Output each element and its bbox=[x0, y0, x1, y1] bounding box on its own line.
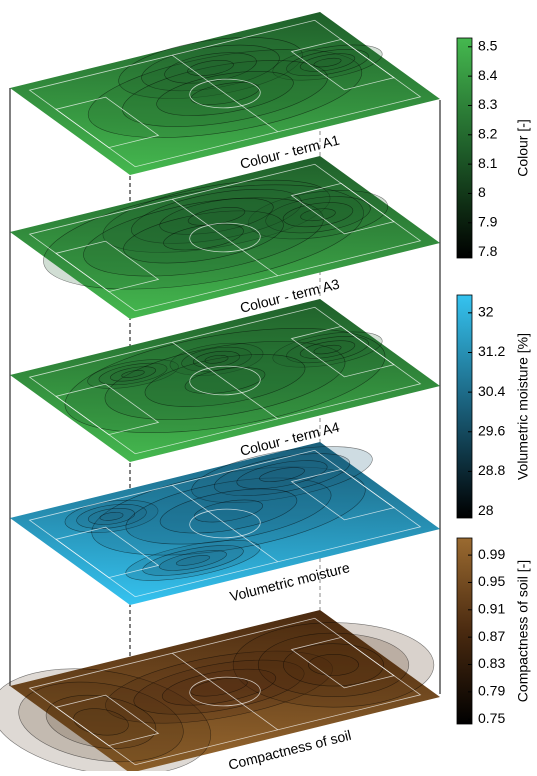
contour-band bbox=[152, 546, 234, 574]
contour-panel bbox=[10, 10, 446, 175]
contour-band bbox=[186, 348, 246, 371]
colorbar-tick-label: 7.8 bbox=[478, 243, 498, 259]
colorbar-tick-label: 8.3 bbox=[478, 96, 498, 112]
colorbar bbox=[456, 37, 473, 259]
contour-band bbox=[173, 553, 214, 567]
colorbar-tick-label: 0.75 bbox=[478, 710, 505, 726]
contour-band bbox=[254, 465, 310, 485]
contour-band bbox=[96, 511, 126, 522]
pitch-box bbox=[292, 326, 394, 376]
contour-band bbox=[201, 354, 231, 365]
contour-band bbox=[66, 499, 156, 533]
pitch-box bbox=[56, 527, 158, 577]
contour-band bbox=[259, 325, 397, 375]
colorbar-tick-label: 8.1 bbox=[478, 155, 498, 171]
contour-panel bbox=[0, 595, 487, 771]
contour-band bbox=[310, 343, 344, 355]
pitch-halfway bbox=[172, 653, 278, 730]
pitch-halfway bbox=[172, 55, 278, 132]
colorbar-tick-label: 0.99 bbox=[478, 546, 505, 562]
pitch-box bbox=[56, 241, 158, 291]
pitch-circle bbox=[177, 672, 273, 712]
colorbar-tick-label: 8.5 bbox=[478, 38, 498, 54]
contour-band bbox=[293, 337, 362, 362]
contour-band bbox=[93, 25, 327, 111]
colorbar-tick-label: 30.4 bbox=[478, 383, 505, 399]
contour-band bbox=[76, 354, 190, 395]
contour-band bbox=[231, 622, 437, 709]
colorbar-tick-label: 28 bbox=[478, 502, 494, 518]
pitch-box bbox=[292, 637, 394, 687]
pitch-circle bbox=[177, 361, 273, 401]
colorbar-tick-label: 8.2 bbox=[478, 126, 498, 142]
contour-band bbox=[81, 505, 141, 528]
colorbar-tick-label: 28.8 bbox=[478, 462, 505, 478]
colorbar-tick-label: 31.2 bbox=[478, 343, 505, 359]
contour-band bbox=[293, 50, 362, 75]
contour-band bbox=[265, 636, 402, 694]
colorbar bbox=[456, 294, 473, 519]
pitch-box bbox=[56, 695, 158, 745]
pitch-box bbox=[56, 97, 158, 147]
colorbar-tick-label: 0.87 bbox=[478, 628, 505, 644]
colorbar-tick-label: 0.83 bbox=[478, 655, 505, 671]
pitch-box bbox=[292, 39, 394, 89]
contour-band bbox=[105, 364, 162, 384]
pitch-box bbox=[292, 183, 394, 233]
contour-band bbox=[310, 56, 344, 68]
pitch-halfway bbox=[172, 199, 278, 276]
colorbar-tick-label: 32 bbox=[478, 304, 494, 320]
contour-band bbox=[119, 369, 147, 379]
contour-band bbox=[63, 704, 140, 739]
colorbar-tick-label: 7.9 bbox=[478, 214, 498, 230]
pitch-circle bbox=[177, 504, 273, 544]
pitch-halfway bbox=[172, 342, 278, 419]
contour-band bbox=[299, 650, 368, 679]
pitch-box bbox=[292, 469, 394, 519]
contour-band bbox=[102, 200, 304, 274]
colorbar-tick-label: 29.6 bbox=[478, 422, 505, 438]
colorbar-label: Volumetric moisture [%] bbox=[515, 333, 531, 480]
contour-band bbox=[90, 359, 175, 390]
contour-band bbox=[181, 57, 240, 79]
contour-band bbox=[0, 669, 217, 771]
colorbar-tick-label: 8 bbox=[478, 184, 486, 200]
pitch-halfway bbox=[172, 485, 278, 562]
colorbar-tick-label: 8.4 bbox=[478, 67, 498, 83]
pitch-box bbox=[56, 384, 158, 434]
contour-band bbox=[276, 44, 379, 81]
contour-panel bbox=[10, 298, 446, 462]
contour-panel bbox=[0, 155, 443, 322]
pitch-circle bbox=[177, 218, 273, 258]
colorbar-tick-label: 0.91 bbox=[478, 601, 505, 617]
colorbar-tick-label: 0.79 bbox=[478, 683, 505, 699]
contour-band bbox=[153, 219, 254, 256]
contour-band bbox=[132, 539, 255, 581]
contour-band bbox=[99, 464, 357, 558]
colorbar bbox=[456, 537, 473, 725]
contour-band bbox=[24, 687, 178, 757]
contour-band bbox=[142, 480, 314, 542]
pitch-circle bbox=[177, 74, 273, 114]
contour-band bbox=[145, 191, 287, 242]
contour-band bbox=[196, 607, 470, 723]
contour-panel bbox=[9, 435, 465, 605]
colorbar-tick-label: 0.95 bbox=[478, 573, 505, 589]
colorbar-label: Colour [-] bbox=[515, 119, 531, 177]
contour-band bbox=[185, 495, 271, 526]
colorbar-label: Compactness of soil [-] bbox=[515, 560, 531, 702]
